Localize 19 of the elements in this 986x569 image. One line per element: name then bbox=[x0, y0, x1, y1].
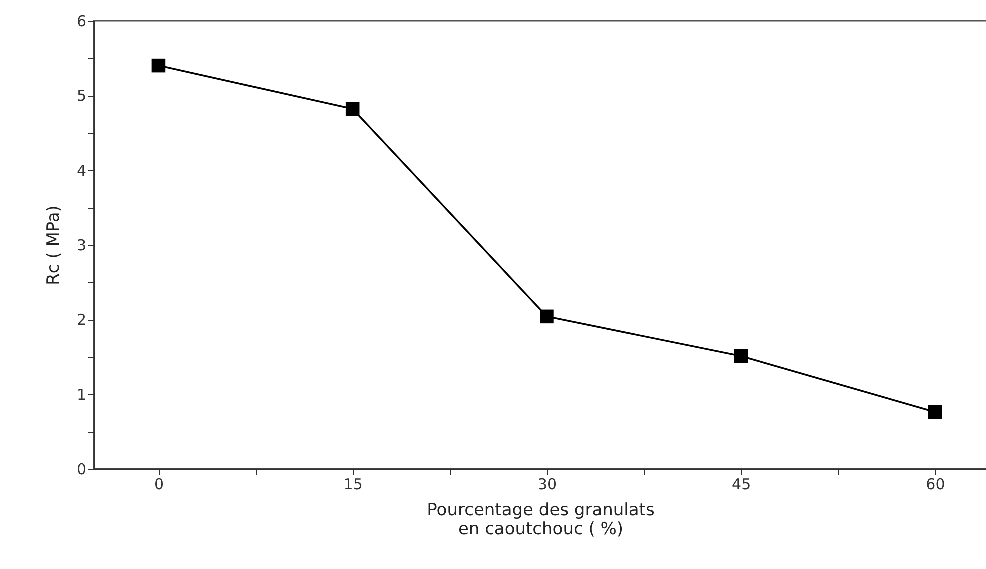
point bbox=[152, 58, 166, 73]
x-axis-title: Pourcentage des granulats en caoutchouc ( %) bbox=[427, 500, 655, 540]
x-tick-label: 45 bbox=[732, 476, 752, 494]
point bbox=[540, 310, 554, 324]
y-tick-label: 4 bbox=[76, 162, 86, 180]
point bbox=[346, 102, 360, 116]
x-tick-label: 60 bbox=[926, 476, 946, 494]
y-tick-label: 1 bbox=[76, 386, 86, 404]
point bbox=[734, 349, 748, 364]
y-tick-label: 6 bbox=[76, 12, 86, 30]
y-tick-label: 2 bbox=[76, 311, 86, 330]
x-tick-label: 0 bbox=[154, 476, 164, 494]
x-tick-label: 15 bbox=[344, 476, 363, 494]
point bbox=[928, 405, 942, 420]
x-tick-label: 30 bbox=[538, 476, 558, 494]
y-tick-label: 3 bbox=[76, 236, 86, 254]
y-tick-label: 5 bbox=[76, 87, 86, 106]
y-axis-title: Rc ( MPa) bbox=[44, 206, 64, 286]
y-tick-label: 0 bbox=[76, 460, 86, 478]
